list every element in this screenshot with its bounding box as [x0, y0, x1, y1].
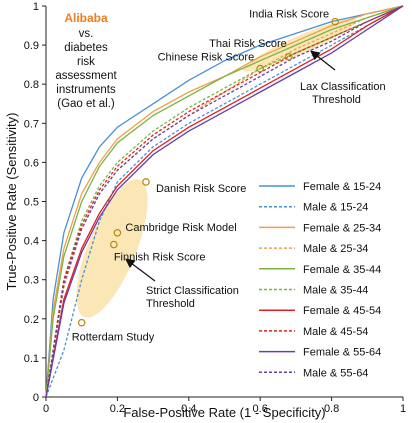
x-tick-label: 0	[43, 403, 49, 415]
risk-score-marker	[256, 64, 265, 73]
series-line-female-25-34	[45, 5, 404, 398]
series-lines	[45, 5, 404, 398]
risk-score-label: Danish Risk Score	[156, 183, 246, 195]
y-tick-label: 0.1	[24, 353, 39, 365]
risk-score-label: Thai Risk Score	[209, 38, 287, 50]
legend-label: Male & 45-54	[303, 326, 368, 338]
risk-score-marker	[331, 17, 339, 26]
series-line-female-15-24	[45, 5, 404, 398]
x-tick-label: 1	[400, 403, 406, 415]
y-tick-label: 0	[33, 392, 39, 404]
y-tick-label: 0.6	[24, 157, 39, 169]
legend-label: Female & 15-24	[303, 181, 381, 193]
risk-score-label: Rotterdam Study	[72, 332, 155, 344]
inset-brand: Alibaba	[64, 11, 108, 25]
risk-score-label: Cambridge Risk Model	[125, 222, 236, 234]
x-tick-label: 0.6	[253, 403, 268, 415]
y-tick-label: 0.5	[24, 197, 39, 209]
legend-label: Female & 25-34	[303, 222, 381, 234]
legend-label: Male & 35-44	[303, 285, 368, 297]
y-tick-label: 0.3	[24, 275, 39, 287]
series-line-female-45-54	[45, 5, 404, 398]
inset-line: instruments	[56, 84, 116, 96]
y-tick-label: 0.7	[24, 118, 39, 130]
risk-score-label: India Risk Score	[249, 9, 329, 21]
y-tick-label: 0.2	[24, 314, 39, 326]
series-line-male-15-24	[45, 5, 404, 398]
risk-score-marker	[113, 228, 122, 237]
y-tick-label: 0.8	[24, 79, 39, 91]
y-tick-label: 0.4	[24, 236, 39, 248]
y-tick-label: 0.9	[24, 40, 39, 52]
axes: 0 0.2 0.4 0.6 0.8 1 0 0.1 0.2 0.3 0.4 0.5 0.6 0.7 0.8 0…	[4, 1, 406, 420]
series-line-male-55-64	[45, 5, 404, 398]
x-tick-label: 0.4	[181, 403, 196, 415]
strict-threshold-label: Strict Classification	[146, 285, 239, 297]
lax-threshold-label: Lax Classification	[300, 81, 386, 93]
inset-line: (Gao et al.)	[57, 98, 115, 110]
x-axis-title: False-Positive Rate (1 - Specificity)	[123, 405, 325, 420]
risk-score-label: Chinese Risk Score	[158, 52, 255, 64]
inset-title: Alibaba vs. diabetes risk assessment instrume…	[55, 11, 117, 110]
legend-label: Male & 25-34	[303, 243, 368, 255]
legend-label: Female & 55-64	[303, 347, 381, 359]
legend-label: Male & 55-64	[303, 367, 368, 379]
strict-threshold-arrow	[125, 258, 156, 282]
legend: Female & 15-24 Male & 15-24 Female & 25-34…	[259, 181, 381, 379]
inset-line: assessment	[55, 70, 117, 82]
legend-label: Female & 45-54	[303, 305, 381, 317]
y-axis-title: True-Positive Rate (Sensitivity)	[4, 113, 19, 291]
lax-threshold-label-line2: Threshold	[312, 94, 361, 106]
series-line-female-35-44	[45, 5, 404, 398]
risk-score-markers: India Risk Score Thai Risk Score Chinese R…	[72, 9, 339, 344]
lax-threshold-arrow	[310, 50, 336, 71]
series-line-female-55-64	[45, 5, 404, 398]
risk-score-marker	[142, 178, 150, 186]
legend-label: Male & 15-24	[303, 202, 368, 214]
inset-line: risk	[77, 56, 95, 68]
strict-threshold-band	[76, 179, 148, 318]
risk-score-marker	[77, 318, 86, 327]
inset-line: vs.	[79, 28, 94, 40]
risk-score-label: Finnish Risk Score	[114, 252, 206, 264]
inset-line: diabetes	[64, 42, 108, 54]
risk-score-marker	[110, 240, 118, 249]
x-tick-label: 0.8	[324, 403, 339, 415]
strict-threshold-label-line2: Threshold	[146, 298, 195, 310]
legend-label: Female & 35-44	[303, 264, 381, 276]
x-tick-label: 0.2	[110, 403, 125, 415]
risk-score-marker	[284, 53, 293, 61]
series-line-male-45-54	[45, 5, 404, 398]
y-tick-label: 1	[33, 1, 39, 13]
